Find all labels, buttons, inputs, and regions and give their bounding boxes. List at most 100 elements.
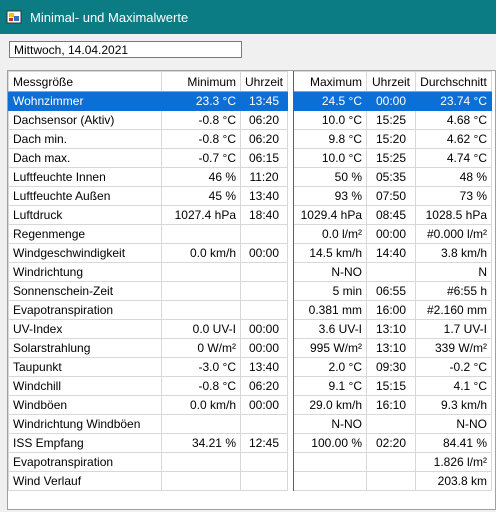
max-time: 06:55 xyxy=(366,281,417,301)
weather-app-icon xyxy=(6,10,22,24)
min-value: 45 % xyxy=(161,186,241,206)
min-value xyxy=(161,452,241,472)
row-label: Dachsensor (Aktiv) xyxy=(8,110,162,130)
header-minimum[interactable]: Minimum xyxy=(161,71,241,92)
header-maximum[interactable]: Maximum xyxy=(293,71,368,92)
min-value xyxy=(161,224,241,244)
row-label: UV-Index xyxy=(8,319,162,339)
max-time: 15:25 xyxy=(366,110,417,130)
min-value: -0.7 °C xyxy=(161,148,241,168)
max-time: 16:00 xyxy=(366,300,417,320)
min-time xyxy=(239,452,289,472)
values-grid[interactable]: Messgröße Minimum Uhrzeit Maximum Uhrzei… xyxy=(7,70,496,510)
date-field[interactable]: Mittwoch, 14.04.2021 xyxy=(9,41,242,58)
table-header-row: Messgröße Minimum Uhrzeit Maximum Uhrzei… xyxy=(8,71,493,92)
max-time: 16:10 xyxy=(366,395,417,415)
avg-value: 203.8 km xyxy=(415,471,493,491)
row-label: Windgeschwindigkeit xyxy=(8,243,162,263)
min-value xyxy=(161,471,241,491)
max-value: 9.8 °C xyxy=(293,129,368,149)
table-row[interactable]: Luftfeuchte Außen 45 % 13:40 93 % 07:50 73 % xyxy=(8,186,493,206)
values-table: Messgröße Minimum Uhrzeit Maximum Uhrzei… xyxy=(8,71,493,491)
max-time: 15:20 xyxy=(366,129,417,149)
table-row[interactable]: Solarstrahlung 0 W/m² 00:00 995 W/m² 13:10 33… xyxy=(8,338,493,358)
max-time: 00:00 xyxy=(366,224,417,244)
max-value: 93 % xyxy=(293,186,368,206)
max-value: 5 min xyxy=(293,281,368,301)
max-time xyxy=(366,452,417,472)
avg-value: 84.41 % xyxy=(415,433,493,453)
table-row[interactable]: Taupunkt -3.0 °C 13:40 2.0 °C 09:30 -0.2 °C xyxy=(8,357,493,377)
max-time: 07:50 xyxy=(366,186,417,206)
window-title: Minimal- und Maximalwerte xyxy=(30,9,189,25)
min-time: 06:15 xyxy=(239,148,289,168)
max-time: 05:35 xyxy=(366,167,417,187)
table-row[interactable]: Sonnenschein-Zeit 5 min 06:55 #6:55 h xyxy=(8,281,493,301)
max-time: 15:25 xyxy=(366,148,417,168)
header-average[interactable]: Durchschnitt xyxy=(415,71,493,92)
row-label: Dach max. xyxy=(8,148,162,168)
min-value: 0.0 km/h xyxy=(161,243,241,263)
table-row[interactable]: Windgeschwindigkeit 0.0 km/h 00:00 14.5 km/… xyxy=(8,243,493,263)
table-row[interactable]: ISS Empfang 34.21 % 12:45 100.00 % 02:20 84.4… xyxy=(8,433,493,453)
min-time: 06:20 xyxy=(239,376,289,396)
min-time: 00:00 xyxy=(239,243,289,263)
min-time xyxy=(239,300,289,320)
row-label: Taupunkt xyxy=(8,357,162,377)
avg-value: 4.74 °C xyxy=(415,148,493,168)
min-value: -0.8 °C xyxy=(161,129,241,149)
avg-value: N-NO xyxy=(415,414,493,434)
avg-value: 23.74 °C xyxy=(415,91,493,111)
table-row[interactable]: Evapotranspiration 0.381 mm 16:00 #2.160 mm xyxy=(8,300,493,320)
max-value: 0.381 mm xyxy=(293,300,368,320)
table-row[interactable]: Wohnzimmer 23.3 °C 13:45 24.5 °C 00:00 23.74 … xyxy=(8,91,493,111)
avg-value: #2.160 mm xyxy=(415,300,493,320)
min-value xyxy=(161,414,241,434)
max-time xyxy=(366,471,417,491)
min-value: -0.8 °C xyxy=(161,110,241,130)
table-row[interactable]: Wind Verlauf 203.8 km xyxy=(8,471,493,491)
max-time: 13:10 xyxy=(366,338,417,358)
max-value: 995 W/m² xyxy=(293,338,368,358)
table-row[interactable]: Luftfeuchte Innen 46 % 11:20 50 % 05:35 48 % xyxy=(8,167,493,187)
table-row[interactable]: Dach min. -0.8 °C 06:20 9.8 °C 15:20 4.62 °C xyxy=(8,129,493,149)
min-time: 06:20 xyxy=(239,110,289,130)
min-value: 0.0 km/h xyxy=(161,395,241,415)
table-row[interactable]: Windrichtung N-NO N xyxy=(8,262,493,282)
max-value: 14.5 km/h xyxy=(293,243,368,263)
row-label: ISS Empfang xyxy=(8,433,162,453)
max-time: 02:20 xyxy=(366,433,417,453)
max-value xyxy=(293,471,368,491)
row-label: Wind Verlauf xyxy=(8,471,162,491)
avg-value: 9.3 km/h xyxy=(415,395,493,415)
header-messgroesse[interactable]: Messgröße xyxy=(8,71,162,92)
max-value: 50 % xyxy=(293,167,368,187)
min-value: -0.8 °C xyxy=(161,376,241,396)
avg-value: 4.1 °C xyxy=(415,376,493,396)
table-row[interactable]: Dach max. -0.7 °C 06:15 10.0 °C 15:25 4.74 °C xyxy=(8,148,493,168)
row-label: Luftfeuchte Außen xyxy=(8,186,162,206)
table-row[interactable]: Windböen 0.0 km/h 00:00 29.0 km/h 16:10 9.3 k… xyxy=(8,395,493,415)
min-value xyxy=(161,300,241,320)
table-row[interactable]: Windchill -0.8 °C 06:20 9.1 °C 15:15 4.1 °C xyxy=(8,376,493,396)
max-time xyxy=(366,414,417,434)
avg-value: 1028.5 hPa xyxy=(415,205,493,225)
avg-value: #0.000 l/m² xyxy=(415,224,493,244)
table-row[interactable]: Windrichtung Windböen N-NO N-NO xyxy=(8,414,493,434)
row-label: Evapotranspiration xyxy=(8,300,162,320)
min-time: 11:20 xyxy=(239,167,289,187)
table-row[interactable]: Evapotranspiration 1.826 l/m² xyxy=(8,452,493,472)
max-value: 1029.4 hPa xyxy=(293,205,368,225)
max-value: N-NO xyxy=(293,262,368,282)
min-time xyxy=(239,471,289,491)
table-row[interactable]: Dachsensor (Aktiv) -0.8 °C 06:20 10.0 °C 15:… xyxy=(8,110,493,130)
table-row[interactable]: UV-Index 0.0 UV-I 00:00 3.6 UV-I 13:10 1.7 UV… xyxy=(8,319,493,339)
header-max-time[interactable]: Uhrzeit xyxy=(366,71,417,92)
avg-value: 1.7 UV-I xyxy=(415,319,493,339)
min-value: 0 W/m² xyxy=(161,338,241,358)
min-time xyxy=(239,224,289,244)
table-row[interactable]: Regenmenge 0.0 l/m² 00:00 #0.000 l/m² xyxy=(8,224,493,244)
header-min-time[interactable]: Uhrzeit xyxy=(239,71,289,92)
table-row[interactable]: Luftdruck 1027.4 hPa 18:40 1029.4 hPa 08:45 1… xyxy=(8,205,493,225)
max-time: 14:40 xyxy=(366,243,417,263)
